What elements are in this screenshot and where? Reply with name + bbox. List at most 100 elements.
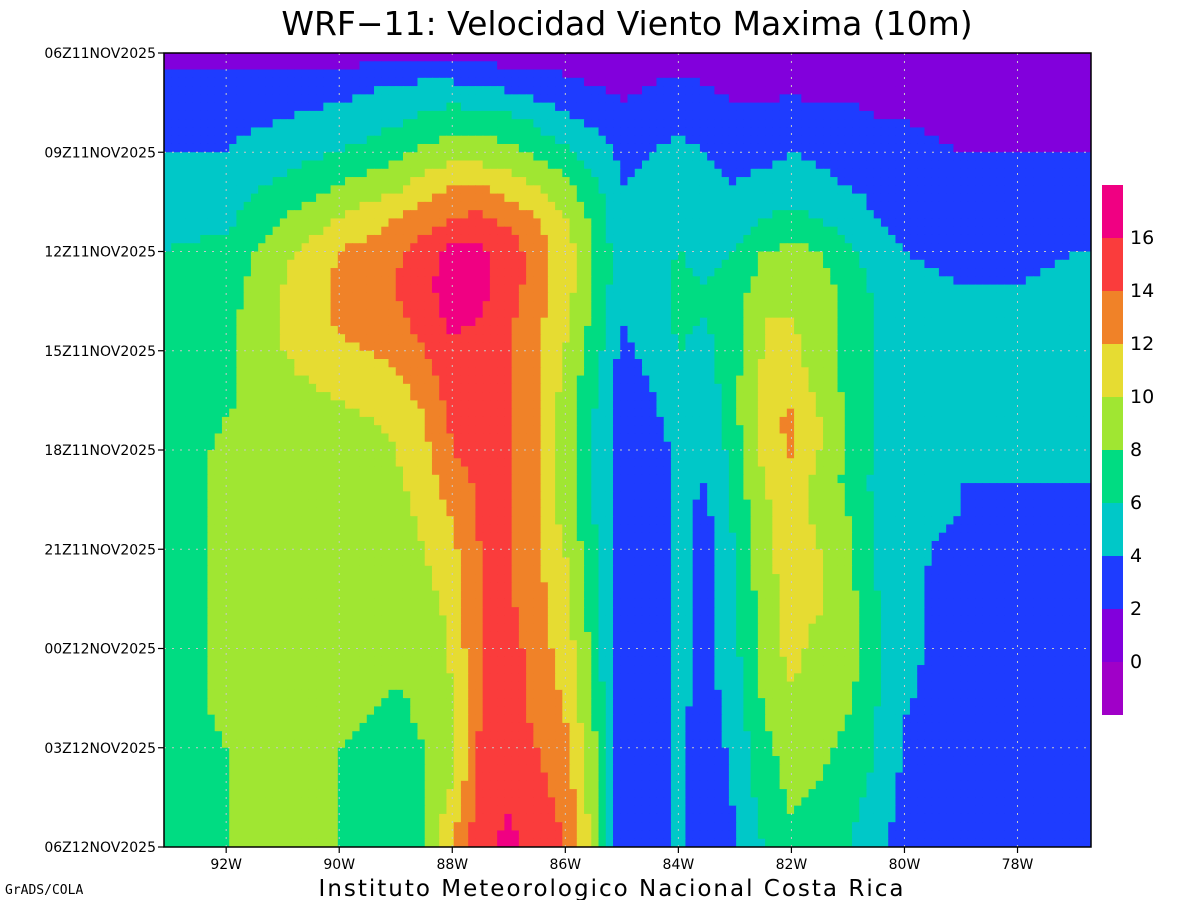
heatmap-cell xyxy=(1069,284,1078,294)
heatmap-cell xyxy=(902,234,911,244)
heatmap-cell xyxy=(453,301,462,310)
heatmap-cell xyxy=(649,61,658,71)
heatmap-cell xyxy=(460,292,469,302)
heatmap-cell xyxy=(1047,61,1056,71)
heatmap-cell xyxy=(909,359,918,368)
heatmap-cell xyxy=(330,152,339,162)
heatmap-cell xyxy=(1062,276,1070,286)
heatmap-cell xyxy=(634,284,643,294)
heatmap-cell xyxy=(207,226,216,236)
heatmap-cell xyxy=(736,69,744,79)
heatmap-cell xyxy=(743,177,752,186)
heatmap-cell xyxy=(424,77,433,87)
heatmap-cell xyxy=(323,334,332,344)
heatmap-cell xyxy=(1033,342,1041,352)
heatmap-cell xyxy=(1033,309,1041,319)
heatmap-cell xyxy=(214,276,223,286)
heatmap-cell xyxy=(1025,110,1034,120)
heatmap-cell xyxy=(221,69,230,79)
heatmap-cell xyxy=(482,160,491,170)
heatmap-cell xyxy=(569,367,578,377)
heatmap-cell xyxy=(1083,325,1091,335)
heatmap-cell xyxy=(584,201,592,211)
heatmap-cell xyxy=(880,218,889,228)
heatmap-cell xyxy=(786,218,795,228)
heatmap-cell xyxy=(1062,193,1070,203)
heatmap-cell xyxy=(323,177,332,186)
heatmap-cell xyxy=(880,292,889,302)
heatmap-cell xyxy=(460,342,469,352)
heatmap-cell xyxy=(207,185,216,195)
heatmap-cell xyxy=(192,226,201,236)
heatmap-cell xyxy=(605,61,614,71)
heatmap-cell xyxy=(823,102,831,112)
heatmap-cell xyxy=(1054,317,1063,327)
heatmap-cell xyxy=(866,309,875,319)
heatmap-cell xyxy=(526,243,534,253)
heatmap-cell xyxy=(794,359,802,368)
heatmap-cell xyxy=(721,201,730,211)
heatmap-cell xyxy=(402,152,411,162)
heatmap-cell xyxy=(431,119,440,129)
heatmap-cell xyxy=(562,259,571,269)
heatmap-cell xyxy=(171,268,180,277)
heatmap-cell xyxy=(410,110,419,120)
heatmap-cell xyxy=(424,110,433,120)
heatmap-cell xyxy=(808,268,817,277)
heatmap-cell xyxy=(685,234,694,244)
heatmap-cell xyxy=(482,53,491,62)
heatmap-cell xyxy=(431,160,440,170)
heatmap-cell xyxy=(316,119,324,129)
heatmap-cell xyxy=(605,317,614,327)
heatmap-cell xyxy=(214,152,223,162)
heatmap-cell xyxy=(526,226,534,236)
heatmap-cell xyxy=(301,251,310,261)
heatmap-cell xyxy=(192,367,201,377)
heatmap-cell xyxy=(294,309,303,319)
heatmap-cell xyxy=(381,152,390,162)
heatmap-cell xyxy=(1083,110,1091,120)
heatmap-cell xyxy=(859,334,868,344)
heatmap-cell xyxy=(229,268,238,277)
heatmap-cell xyxy=(880,367,889,377)
heatmap-cell xyxy=(685,334,694,344)
heatmap-cell xyxy=(547,168,556,178)
heatmap-cell xyxy=(649,226,658,236)
heatmap-cell xyxy=(540,218,549,228)
heatmap-cell xyxy=(576,243,585,253)
heatmap-cell xyxy=(895,234,904,244)
heatmap-cell xyxy=(410,325,419,335)
heatmap-cell xyxy=(453,325,462,335)
heatmap-cell xyxy=(460,69,469,79)
heatmap-cell xyxy=(1047,284,1056,294)
heatmap-cell xyxy=(417,127,426,137)
heatmap-cell xyxy=(707,301,715,310)
heatmap-cell xyxy=(967,218,976,228)
heatmap-cell xyxy=(953,86,962,95)
heatmap-cell xyxy=(996,127,1005,137)
heatmap-cell xyxy=(975,210,983,220)
heatmap-cell xyxy=(185,218,194,228)
heatmap-cell xyxy=(685,86,694,95)
heatmap-cell xyxy=(540,259,549,269)
heatmap-cell xyxy=(410,226,419,236)
heatmap-cell xyxy=(649,69,658,79)
heatmap-cell xyxy=(598,251,607,261)
heatmap-cell xyxy=(482,77,491,87)
heatmap-cell xyxy=(909,226,918,236)
heatmap-cell xyxy=(1040,292,1049,302)
heatmap-cell xyxy=(888,350,897,360)
heatmap-cell xyxy=(967,110,976,120)
heatmap-cell xyxy=(641,143,650,153)
heatmap-cell xyxy=(330,350,339,360)
heatmap-cell xyxy=(967,94,976,104)
heatmap-cell xyxy=(547,251,556,261)
heatmap-cell xyxy=(345,350,353,360)
heatmap-cell xyxy=(678,77,687,87)
heatmap-cell xyxy=(779,193,788,203)
heatmap-cell xyxy=(171,152,180,162)
heatmap-cell xyxy=(460,168,469,178)
heatmap-cell xyxy=(489,334,498,344)
heatmap-cell xyxy=(562,94,571,104)
heatmap-cell xyxy=(888,193,897,203)
